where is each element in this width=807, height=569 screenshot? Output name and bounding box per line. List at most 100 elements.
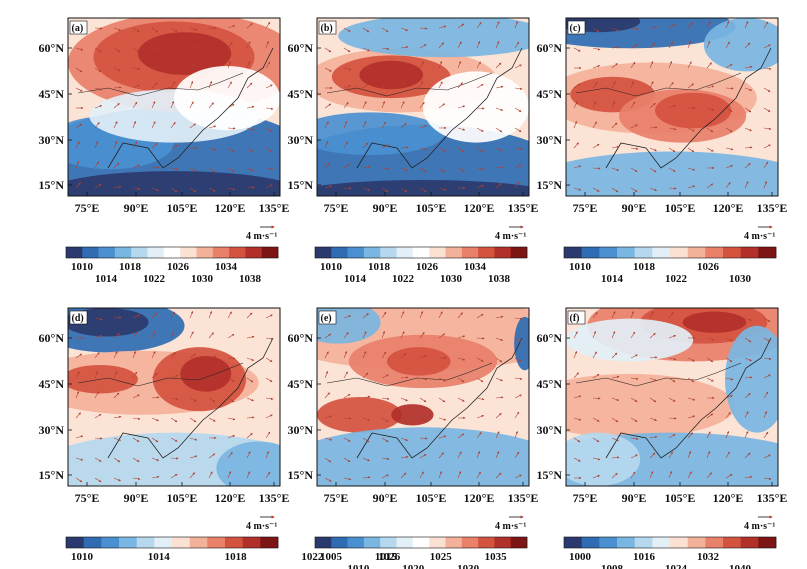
colorbar-tick-label: 1030 <box>191 273 214 285</box>
wind-vector <box>94 437 103 440</box>
pressure-field <box>317 18 529 196</box>
wind-vector <box>75 87 83 92</box>
colorbar-swatch <box>363 247 381 258</box>
wind-vector <box>189 397 197 402</box>
latitude-label: 60°N <box>288 331 314 345</box>
wind-vector <box>94 370 99 379</box>
wind-vector <box>476 61 481 69</box>
wind-vector <box>706 450 711 459</box>
longitude-label: 90°E <box>373 201 398 215</box>
wind-vector <box>744 127 752 132</box>
wind-vector <box>343 331 349 339</box>
wind-vector <box>687 167 696 171</box>
longitude-label: 120°E <box>215 491 246 505</box>
latitude-label: 45°N <box>288 377 314 391</box>
wind-vector <box>763 44 771 49</box>
wind-vector <box>611 101 616 109</box>
colorbar-tick-label: 1030 <box>440 273 463 285</box>
wind-vector <box>381 167 390 170</box>
wind-vector <box>362 47 370 52</box>
border-line <box>77 362 244 387</box>
wind-vector <box>362 476 371 479</box>
colorbar-swatch <box>147 247 165 258</box>
wind-vector <box>419 124 428 129</box>
pressure-contour <box>566 432 641 486</box>
wind-vector <box>706 85 715 89</box>
colorbar-frame <box>65 536 279 549</box>
wind-vector <box>495 183 502 189</box>
wind-vector <box>457 167 465 172</box>
colorbar-swatch <box>687 537 706 548</box>
wind-vector <box>687 397 696 401</box>
wind-vector <box>343 27 351 32</box>
colorbar-swatch <box>260 537 279 548</box>
longitude-label: 90°E <box>622 201 647 215</box>
wind-vector <box>630 397 638 402</box>
wind-vector <box>457 147 465 153</box>
wind-vector <box>151 27 159 33</box>
wind-vector <box>668 417 677 420</box>
wind-vector <box>744 411 749 419</box>
wind-vector <box>668 60 673 69</box>
wind-vector <box>763 357 772 361</box>
wind-vector <box>170 187 178 193</box>
wind-vector <box>514 164 522 169</box>
wind-vector <box>151 475 160 479</box>
wind-vector <box>630 377 639 380</box>
wind-vector <box>495 147 503 152</box>
wind-vector <box>611 456 620 459</box>
wind-vector <box>132 27 140 32</box>
wind-vector <box>208 397 216 403</box>
colorbar-tick-label: 1018 <box>225 551 248 563</box>
wind-vector <box>246 357 255 361</box>
wind-vector <box>438 81 443 89</box>
wind-vector <box>438 42 444 49</box>
panel-label: (d) <box>72 313 84 324</box>
wind-vector <box>324 351 329 359</box>
wind-vector <box>400 472 407 479</box>
wind-vector <box>573 331 578 339</box>
wind-vector <box>744 181 749 189</box>
colorbar-swatch <box>634 537 653 548</box>
wind-vector <box>94 67 102 73</box>
colorbar-tick-label: 1032 <box>697 551 720 563</box>
wind-vector <box>744 21 749 29</box>
panel-frame <box>67 17 281 197</box>
wind-vector <box>246 41 251 49</box>
wind-vector <box>687 432 693 439</box>
pressure-contour <box>725 325 778 433</box>
wind-vector <box>400 187 408 193</box>
latitude-label: 60°N <box>288 41 314 55</box>
longitude-label: 135°E <box>259 201 290 215</box>
colorbar-tick-label: 1026 <box>416 261 439 273</box>
wind-vector <box>227 333 235 339</box>
colorbar-swatch <box>245 247 262 258</box>
border-line <box>326 362 493 387</box>
wind-vector <box>151 312 158 319</box>
wind-vector <box>668 187 677 190</box>
wind-vector <box>94 87 103 91</box>
colorbar-swatch <box>599 537 618 548</box>
wind-vector <box>265 147 273 152</box>
wind-vector <box>132 47 140 53</box>
wind-vector <box>324 162 330 169</box>
wind-vector <box>649 471 654 479</box>
wind-vector <box>246 82 253 89</box>
colorbar-swatch <box>196 247 214 258</box>
pressure-contour <box>317 397 402 433</box>
colorbar-tick-label: 1025 <box>430 551 453 563</box>
wind-vector <box>170 437 178 442</box>
wind-vector <box>265 184 273 189</box>
wind-vector <box>495 21 500 29</box>
wind-vector <box>649 81 654 89</box>
wind-vector <box>343 350 348 359</box>
coastline <box>605 47 772 169</box>
coastline <box>605 337 772 459</box>
wind-vector <box>381 64 389 69</box>
wind-vector <box>630 454 638 459</box>
wind-vector <box>611 375 620 379</box>
wind-vector <box>649 435 658 439</box>
pressure-contour <box>566 318 694 362</box>
wind-vector <box>476 185 485 189</box>
wind-vector <box>706 21 711 29</box>
